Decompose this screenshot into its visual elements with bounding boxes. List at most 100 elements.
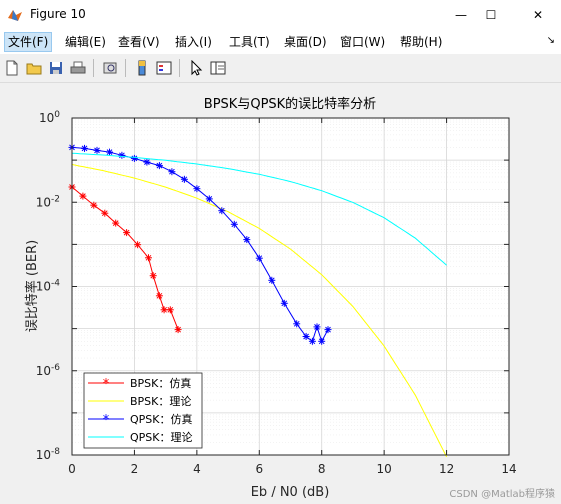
data-point-marker [293,320,301,328]
legend-entry: BPSK：理论 [88,394,191,408]
data-point-marker [255,254,263,262]
data-point-marker [81,144,88,152]
legend-label: BPSK：仿真 [130,376,191,390]
marker-stroke [134,241,141,248]
x-tick-label: 4 [193,462,201,476]
maximize-button[interactable]: ☐ [471,0,511,30]
data-point-marker [106,148,113,156]
x-axis-label: Eb / N0 (dB) [251,485,330,500]
data-point-marker [90,201,98,209]
data-point-marker [143,158,151,166]
menu-window[interactable]: 窗口(W) [340,35,386,49]
title-bar: Figure 10 — ☐ ✕ [0,0,561,30]
data-point-marker [123,229,131,237]
toolbar-separator [93,59,94,77]
menu-tools[interactable]: 工具(T) [229,35,270,49]
marker-stroke [131,155,138,162]
open-file-icon[interactable] [24,58,44,78]
marker-stroke [231,221,238,228]
marker-stroke [167,306,174,313]
menu-bar: 文件(F) 编辑(E) 查看(V) 插入(I) 工具(T) 桌面(D) 窗口(W… [0,30,561,54]
marker-stroke [94,147,100,154]
marker-stroke [256,255,263,262]
data-point-marker [155,162,163,170]
marker-stroke [156,292,163,299]
menu-desktop[interactable]: 桌面(D) [284,35,327,49]
close-icon: ✕ [532,8,544,22]
marker-stroke [101,210,108,217]
series-layer [68,143,448,458]
property-inspector-icon[interactable] [208,58,228,78]
legend-label: BPSK：理论 [130,394,191,408]
marker-stroke [145,254,152,261]
series-line-1 [71,164,448,458]
marker-stroke [123,229,130,236]
chevron-icon[interactable]: ↘ [546,35,555,46]
toolbar-separator [179,59,180,77]
marker-stroke [169,168,175,175]
data-point-marker [230,220,238,228]
marker-stroke [119,152,125,159]
data-point-marker [145,254,152,262]
data-point-marker [101,209,109,217]
legend-icon[interactable] [154,58,174,78]
data-point-marker [112,219,120,227]
marker-stroke [318,338,325,345]
data-point-marker [180,175,188,183]
matlab-icon [8,10,22,21]
print-preview-icon[interactable] [100,58,120,78]
legend[interactable]: * BPSK：仿真 BPSK：理论 * QPSK：仿真 QPSK：理论 [83,372,203,449]
menu-view[interactable]: 查看(V) [118,35,160,49]
y-tick-label: 10-8 [36,447,61,462]
x-tick-label: 6 [255,462,263,476]
data-point-marker [149,272,157,280]
menu-edit[interactable]: 编辑(E) [65,35,106,49]
window-title: Figure 10 [30,7,86,21]
tick-layer [71,117,510,456]
menu-file[interactable]: 文件(F) [4,32,53,52]
data-point-marker [268,276,276,284]
x-tick-label: 12 [439,462,454,476]
minimize-button[interactable]: — [441,0,481,30]
legend-entry: * QPSK：仿真 [88,412,193,428]
save-icon[interactable] [46,58,66,78]
data-point-marker [134,241,142,249]
y-tick-label: 100 [39,110,60,125]
x-tick-label: 10 [376,462,391,476]
marker-stroke [150,272,157,279]
minimize-icon: — [455,8,467,22]
y-axis-label: 误比特率 (BER) [24,240,40,332]
legend-entry: QPSK：理论 [88,430,193,444]
data-point-marker [174,326,182,334]
menu-insert[interactable]: 插入(I) [175,35,212,49]
print-icon[interactable] [68,58,88,78]
data-point-marker [302,333,310,340]
marker-stroke [218,207,225,214]
data-point-marker [218,207,226,215]
menu-help[interactable]: 帮助(H) [400,35,443,49]
watermark: CSDN @Matlab程序猿 [449,489,555,500]
toolbar-separator [125,59,126,77]
pointer-icon[interactable] [186,58,206,78]
marker-stroke [80,193,86,199]
y-tick-label: 10-6 [36,363,61,378]
data-point-marker [280,299,288,307]
marker-stroke [81,145,88,152]
legend-label: QPSK：理论 [130,430,193,444]
data-point-marker [93,146,101,154]
marker-stroke [206,196,213,202]
x-tick-label: 14 [501,462,516,476]
ber-chart: BPSK与QPSK的误比特率分析 Eb / N0 (dB) 误比特率 (BER)… [24,96,517,500]
data-point-marker [166,306,174,314]
marker-stroke [268,277,275,284]
data-point-marker [168,168,176,176]
colorbar-icon[interactable] [132,58,152,78]
close-button[interactable]: ✕ [518,0,558,30]
marker-stroke [175,326,181,333]
x-tick-label: 8 [318,462,326,476]
data-point-marker [118,151,126,159]
new-figure-icon[interactable] [2,58,22,78]
legend-entry: * BPSK：仿真 [88,376,191,392]
marker-stroke [112,220,119,226]
marker-stroke [303,333,309,340]
